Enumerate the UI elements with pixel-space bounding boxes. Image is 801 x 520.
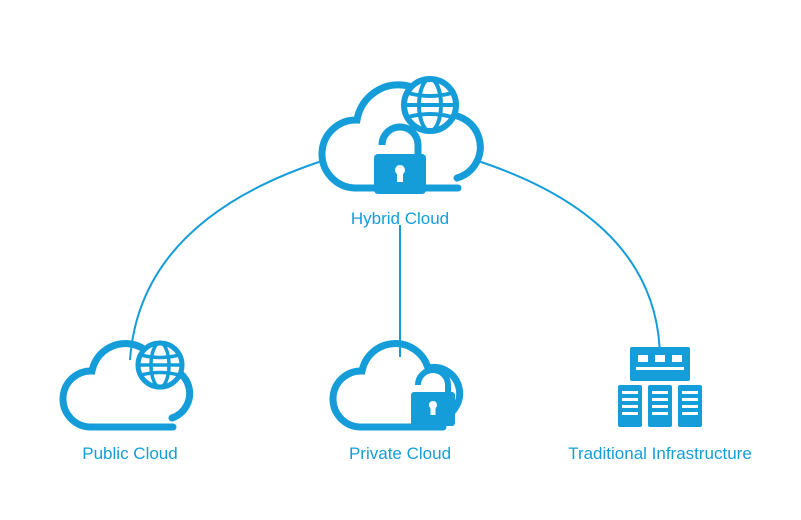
node-traditional: Traditional Infrastructure	[560, 335, 760, 464]
node-traditional-label: Traditional Infrastructure	[560, 444, 760, 464]
private-cloud-icon	[315, 335, 485, 435]
edge-hybrid-traditional	[475, 160, 660, 360]
node-public-label: Public Cloud	[45, 444, 215, 464]
edge-hybrid-public	[130, 160, 325, 360]
public-cloud-icon	[45, 335, 215, 435]
lock-icon	[374, 127, 426, 194]
hybrid-cloud-icon	[300, 70, 500, 200]
node-private: Private Cloud	[315, 335, 485, 464]
globe-icon	[404, 79, 456, 131]
diagram-canvas: Hybrid Cloud Public Cloud	[0, 0, 801, 520]
node-hybrid: Hybrid Cloud	[300, 70, 500, 229]
node-hybrid-label: Hybrid Cloud	[300, 209, 500, 229]
node-public: Public Cloud	[45, 335, 215, 464]
server-icon	[560, 335, 760, 435]
node-private-label: Private Cloud	[315, 444, 485, 464]
globe-icon	[138, 343, 182, 387]
lock-icon	[411, 370, 455, 426]
